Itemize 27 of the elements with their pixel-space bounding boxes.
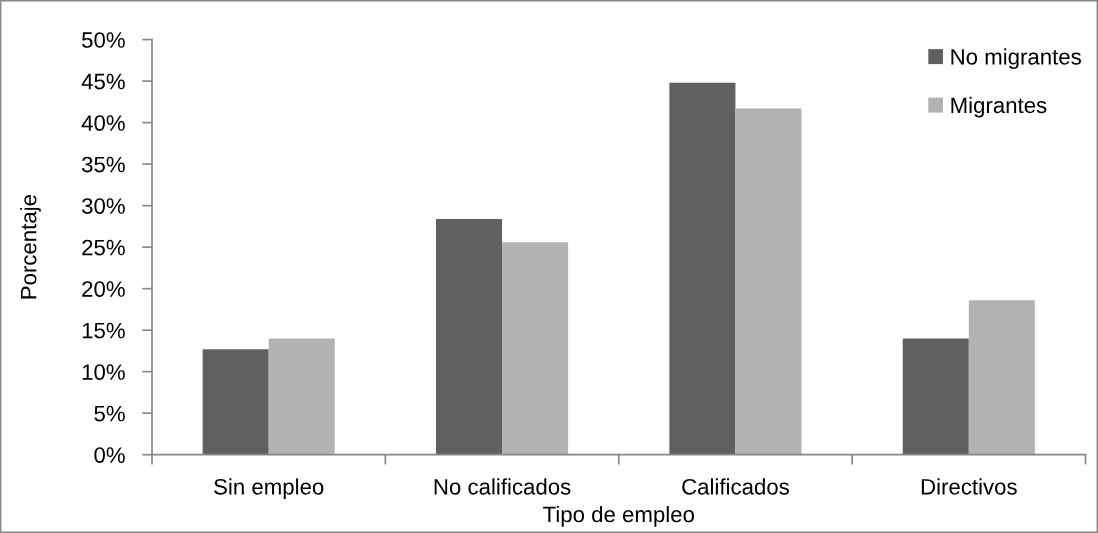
y-tick-label: 25% [82,239,125,256]
y-tick-label: 45% [81,73,125,90]
y-tick-label: 40% [81,115,125,131]
bar [902,338,969,455]
bar [735,108,802,455]
y-tick-label: 15% [82,322,125,339]
bar [436,218,503,455]
y-tick-label: 0% [94,447,125,463]
x-tick-label: No calificados [434,478,571,495]
y-axis-title: Porcentaje [20,195,41,299]
y-tick-label: 20% [82,281,125,297]
bar [268,338,335,455]
bar [669,82,736,455]
y-tick-label: 5% [94,405,125,422]
bar [968,300,1035,455]
y-tick-label: 30% [81,198,125,214]
y-tick-label: 10% [82,364,125,380]
y-tick-label: 50% [82,32,125,48]
bar [502,242,569,455]
x-axis-title: Tipo de empleo [543,505,694,527]
x-tick-label: Sin empleo [214,478,324,500]
legend-label: No migrantes [951,48,1081,70]
x-tick-label: Calificados [682,478,789,495]
y-tick-label: 35% [81,156,125,173]
bar [202,349,269,455]
legend-label: Migrantes [951,96,1047,118]
x-tick-label: Directivos [921,478,1017,495]
